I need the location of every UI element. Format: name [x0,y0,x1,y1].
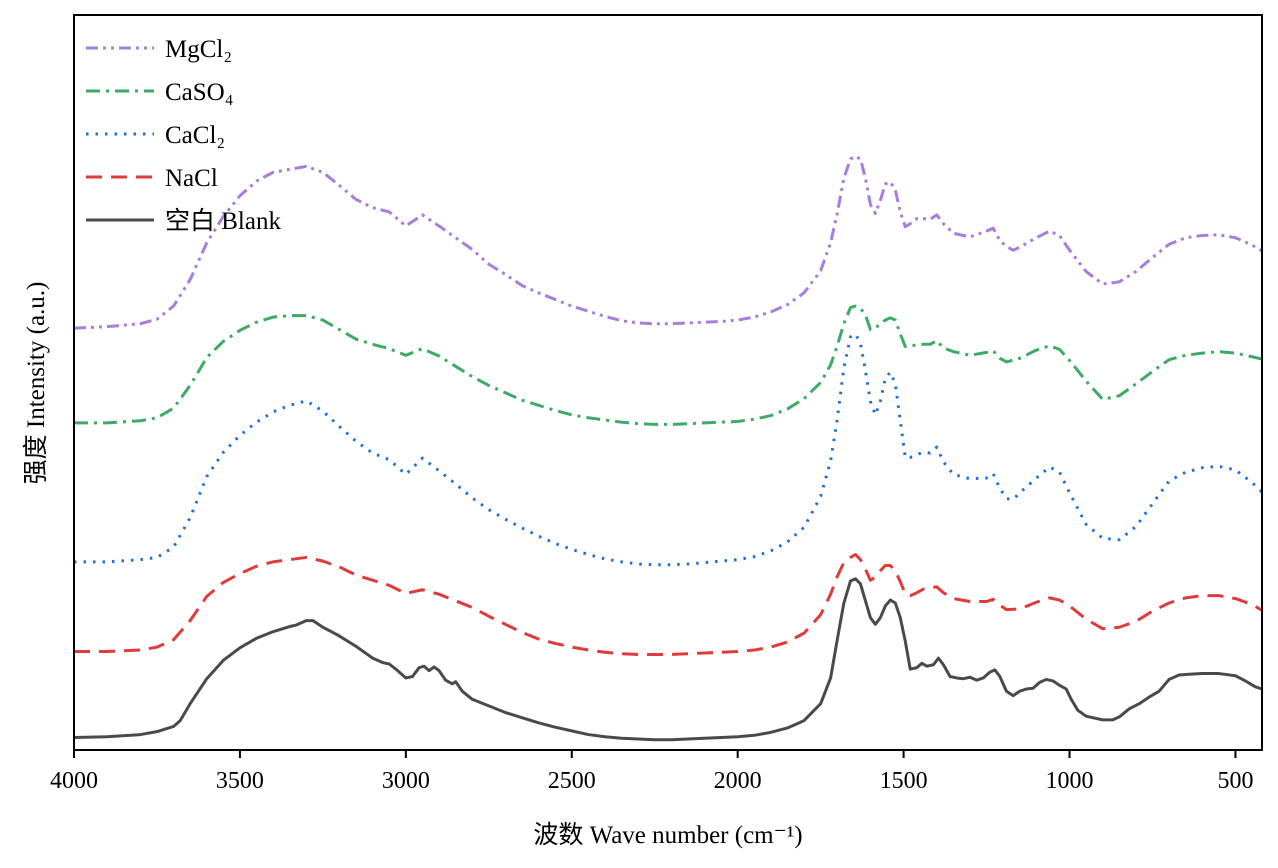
legend-label-cacl: CaCl₂ [165,122,225,149]
x-tick-label: 500 [1217,768,1253,794]
x-tick-label: 1500 [880,768,928,794]
y-axis-label: 强度 Intensity (a.u.) [22,282,50,485]
x-tick-label: 3500 [216,768,264,794]
series-line-cacl [74,332,1264,567]
x-axis-ticks: 4000 3500 3000 2500 2000 1500 1000 500 [50,750,1253,794]
x-tick-label: 3000 [382,768,430,794]
x-tick-label: 2000 [714,768,762,794]
legend: MgCl₂ CaSO₄ CaCl₂ NaCl 空白 Blank [86,36,281,235]
legend-label-caso: CaSO₄ [165,79,233,106]
series-line-caso [74,304,1263,426]
series-layer [73,154,1264,742]
x-tick-label: 1000 [1046,768,1094,794]
x-tick-label: 2500 [548,768,596,794]
legend-label-nacl: NaCl [165,165,218,192]
series-line-blank [73,577,1263,742]
legend-label-blank: 空白 Blank [165,207,281,235]
x-axis-label: 波数 Wave number (cm⁻¹) [533,821,802,849]
legend-label-mgcl: MgCl₂ [165,36,232,63]
x-tick-label: 4000 [50,768,98,794]
series-line-nacl [74,552,1263,656]
plot-frame [73,14,1263,751]
series-line-mgcl [73,154,1263,330]
